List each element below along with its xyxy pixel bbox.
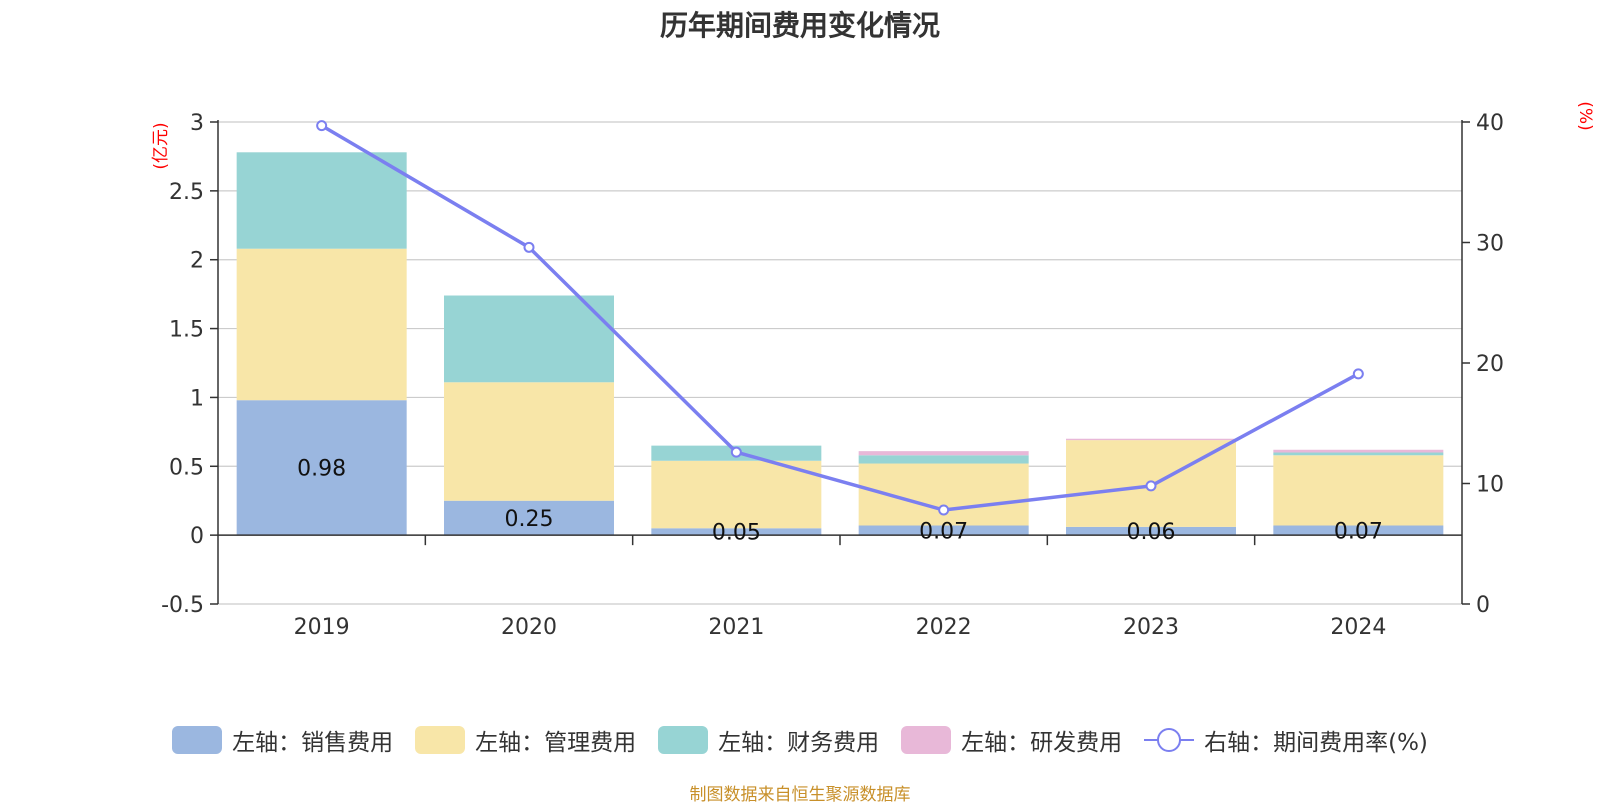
y-left-tick-label: 1.5 bbox=[169, 318, 204, 343]
expense-ratio-line bbox=[320, 124, 1360, 512]
legend-label-sales: 左轴：销售费用 bbox=[232, 730, 394, 756]
legend-line-marker-icon bbox=[1144, 728, 1195, 752]
bar-data-label: 0.98 bbox=[297, 457, 346, 482]
expense-ratio-point bbox=[523, 241, 535, 253]
bar-segment bbox=[444, 382, 614, 501]
expense-ratio-point bbox=[730, 446, 742, 458]
legend-swatch-rd bbox=[901, 726, 952, 754]
y-left-tick-label: 0 bbox=[190, 524, 204, 549]
x-category-label: 2021 bbox=[708, 615, 764, 640]
bar-data-label: 0.07 bbox=[1334, 519, 1383, 544]
bar-segment bbox=[1066, 526, 1236, 536]
bar-segment bbox=[1273, 452, 1444, 456]
legend-item-admin[interactable]: 左轴：管理费用 bbox=[415, 723, 636, 757]
legend-label-finance: 左轴：财务费用 bbox=[718, 730, 880, 756]
bar-segment bbox=[858, 525, 1029, 536]
bar-segment bbox=[1273, 525, 1444, 536]
bar-segment bbox=[236, 152, 407, 249]
expense-ratio-point bbox=[1145, 480, 1157, 492]
y-right-tick-label: 0 bbox=[1476, 593, 1490, 618]
bar-segment bbox=[651, 460, 822, 529]
legend-label-admin: 左轴：管理费用 bbox=[475, 730, 637, 756]
y-left-tick-label: 3 bbox=[190, 111, 204, 136]
bar-segment bbox=[651, 528, 822, 536]
y-left-tick-label: 2 bbox=[190, 249, 204, 274]
legend-label-expense-ratio: 右轴：期间费用率(%) bbox=[1204, 730, 1428, 756]
y-right-tick-label: 40 bbox=[1476, 111, 1504, 136]
source-note: 制图数据来自恒生聚源数据库 bbox=[689, 785, 911, 805]
y-left-tick-label: 1 bbox=[190, 386, 204, 411]
legend: 左轴：销售费用 左轴：管理费用 左轴：财务费用 左轴：研发费用 右轴：期间费用率… bbox=[0, 722, 1600, 758]
legend-swatch-finance bbox=[658, 726, 709, 754]
bar-segment bbox=[858, 451, 1029, 456]
bar-segment bbox=[444, 295, 614, 383]
bar-data-label: 0.25 bbox=[505, 507, 554, 532]
expense-ratio-point bbox=[1352, 368, 1364, 380]
legend-item-sales[interactable]: 左轴：销售费用 bbox=[172, 723, 393, 757]
y-right-tick-label: 20 bbox=[1476, 352, 1504, 377]
bar-segment bbox=[236, 400, 407, 536]
bar-segment bbox=[1066, 438, 1236, 441]
x-category-label: 2020 bbox=[501, 615, 557, 640]
y-left-tick-label: 0.5 bbox=[169, 455, 204, 480]
bar-segment bbox=[236, 248, 407, 401]
bar-segment bbox=[444, 500, 614, 536]
bar-data-label: 0.06 bbox=[1127, 520, 1176, 545]
legend-label-rd: 左轴：研发费用 bbox=[961, 730, 1123, 756]
bar-segment bbox=[1273, 455, 1444, 526]
y-right-tick-label: 10 bbox=[1476, 473, 1504, 498]
expense-ratio-point bbox=[938, 504, 950, 516]
y-left-tick-label: -0.5 bbox=[161, 593, 204, 618]
bar-segment bbox=[858, 455, 1029, 464]
bar-segment bbox=[1273, 449, 1444, 453]
y-left-unit-label: (亿元) bbox=[151, 122, 171, 169]
bar-data-label: 0.05 bbox=[712, 521, 761, 546]
x-category-label: 2023 bbox=[1123, 615, 1179, 640]
x-category-label: 2019 bbox=[294, 615, 350, 640]
y-left-tick-label: 2.5 bbox=[169, 180, 204, 205]
legend-swatch-admin bbox=[415, 726, 466, 754]
legend-item-rd[interactable]: 左轴：研发费用 bbox=[901, 723, 1122, 757]
x-category-label: 2024 bbox=[1330, 615, 1386, 640]
legend-swatch-sales bbox=[172, 726, 223, 754]
legend-item-finance[interactable]: 左轴：财务费用 bbox=[658, 723, 879, 757]
legend-item-expense-ratio[interactable]: 右轴：期间费用率(%) bbox=[1144, 723, 1428, 757]
bar-data-label: 0.07 bbox=[919, 519, 968, 544]
x-category-label: 2022 bbox=[916, 615, 972, 640]
expense-ratio-point bbox=[316, 120, 328, 132]
y-right-unit-label: (%) bbox=[1575, 101, 1595, 130]
chart-title: 历年期间费用变化情况 bbox=[659, 9, 940, 42]
y-right-tick-label: 30 bbox=[1476, 232, 1504, 257]
